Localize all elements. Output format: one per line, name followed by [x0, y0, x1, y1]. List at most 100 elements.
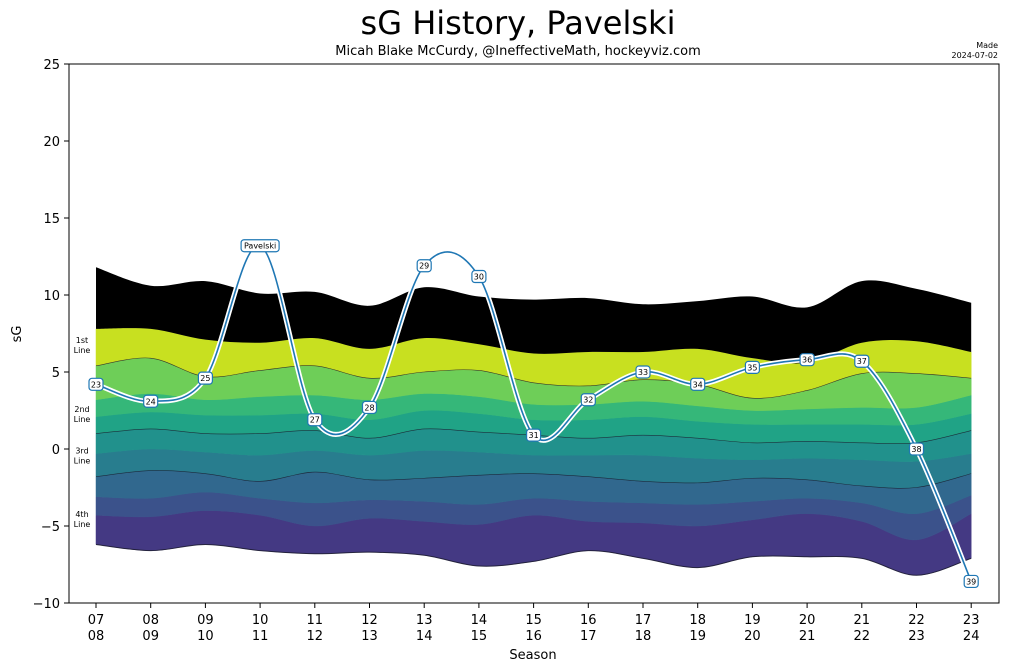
x-tick-label-bottom: 10 [197, 629, 214, 644]
chart-subtitle: Micah Blake McCurdy, @IneffectiveMath, h… [335, 44, 701, 59]
point-label-text: 31 [529, 431, 539, 440]
x-tick-label-top: 22 [908, 613, 925, 628]
x-tick-label-top: 19 [744, 613, 761, 628]
x-tick-label-bottom: 23 [908, 629, 925, 644]
point-label-text: 27 [310, 416, 320, 425]
tier-label-text: Line [74, 520, 91, 529]
x-tick-label-bottom: 14 [416, 629, 433, 644]
sg-series [95, 243, 974, 583]
x-tick-label-top: 11 [307, 613, 324, 628]
x-tick-label-bottom: 13 [361, 629, 378, 644]
point-label: 31 [525, 428, 542, 442]
y-axis-label: sG [10, 326, 25, 343]
x-tick-label-bottom: 15 [471, 629, 488, 644]
tier-label-text: Line [74, 346, 91, 355]
x-tick-label-bottom: 21 [799, 629, 816, 644]
tier-label-text: 2nd [74, 405, 89, 414]
point-label-box [361, 400, 378, 415]
tier-label-text: 3rd [75, 447, 88, 456]
tier-line [95, 470, 972, 489]
point-label: 30 [471, 269, 487, 284]
x-tick-label-bottom: 24 [963, 629, 980, 644]
x-tick-label-top: 16 [580, 613, 597, 628]
x-axis-label: Season [509, 648, 556, 663]
tier-line [95, 543, 972, 576]
x-tick-label-top: 20 [799, 613, 816, 628]
point-label: 29 [416, 259, 432, 273]
point-label: 27 [307, 413, 323, 427]
point-label-text: 30 [474, 273, 484, 282]
point-label: Pavelski [240, 239, 280, 253]
x-tick-label-top: 08 [142, 613, 159, 628]
made-label: Made [976, 41, 998, 50]
point-label: 28 [361, 400, 378, 415]
y-axis: −10 −5 0 5 10 15 20 25 [33, 58, 69, 612]
x-tick-label-bottom: 11 [252, 629, 269, 644]
point-labels: 23 24 25 Pavelski 27 28 29 30 31 32 33 34 35 36 37 38 39 [88, 239, 979, 589]
point-label: 34 [690, 377, 706, 391]
point-label-box [908, 442, 925, 456]
point-label-box [854, 354, 870, 368]
point-label-box [635, 365, 651, 379]
y-tick-label: −10 [33, 597, 60, 612]
point-label: 35 [744, 360, 761, 374]
point-label-box [307, 413, 323, 427]
x-tick-label-top: 09 [197, 613, 214, 628]
point-label-box [580, 393, 596, 407]
point-label-text: 28 [364, 403, 374, 412]
percentile-bands [95, 267, 972, 576]
tier-label-text: 1st [76, 336, 88, 345]
point-label-box [963, 574, 979, 589]
point-label: 39 [963, 574, 979, 589]
point-label-box [799, 353, 815, 367]
tier-label-text: Line [74, 415, 91, 424]
point-label-text: 38 [911, 445, 921, 454]
x-tick-label-bottom: 20 [744, 629, 761, 644]
point-label-text: 39 [966, 577, 976, 586]
x-tick-label-top: 15 [525, 613, 542, 628]
x-tick-label-bottom: 18 [635, 629, 652, 644]
point-label-text: 36 [802, 356, 812, 365]
y-tick-label: 5 [52, 366, 60, 381]
point-label-box [143, 394, 159, 408]
point-label-box [525, 428, 542, 442]
x-tick-label-bottom: 08 [88, 629, 105, 644]
x-tick-label-bottom: 19 [689, 629, 706, 644]
y-tick-label: 10 [43, 289, 60, 304]
tier-line [95, 357, 972, 399]
x-tick-label-bottom: 16 [525, 629, 542, 644]
sg-series-line [95, 244, 972, 582]
x-tick-label-top: 21 [854, 613, 871, 628]
x-tick-label-top: 13 [416, 613, 433, 628]
point-label-box [416, 259, 432, 273]
x-tick-label-top: 23 [963, 613, 980, 628]
point-label: 36 [799, 353, 815, 367]
made-date: Made 2024-07-02 [952, 41, 999, 61]
point-label-box [88, 377, 104, 391]
point-label-box [197, 371, 213, 385]
point-label-text: 33 [638, 368, 648, 377]
point-label-box [744, 360, 761, 374]
y-tick-label: 25 [43, 58, 60, 73]
point-label-text: 37 [857, 357, 867, 366]
point-label-text: 29 [419, 262, 429, 271]
band-10 [96, 267, 972, 364]
made-date-value: 2024-07-02 [951, 51, 999, 60]
x-tick-label-top: 14 [471, 613, 488, 628]
point-label: 38 [908, 442, 925, 456]
x-tick-label-bottom: 22 [854, 629, 871, 644]
point-label-text: 25 [200, 374, 210, 383]
point-label-text: Pavelski [244, 242, 276, 251]
point-label-box [240, 239, 280, 253]
point-label: 24 [143, 394, 159, 408]
x-tick-label-top: 10 [252, 613, 269, 628]
band-1 [95, 510, 972, 576]
tier-label-text: 4th [75, 510, 88, 519]
x-tick-label-top: 07 [88, 613, 105, 628]
point-label-text: 34 [693, 380, 703, 389]
y-tick-label: −5 [41, 520, 60, 535]
y-tick-label: 0 [52, 443, 60, 458]
point-label-box [471, 269, 487, 284]
